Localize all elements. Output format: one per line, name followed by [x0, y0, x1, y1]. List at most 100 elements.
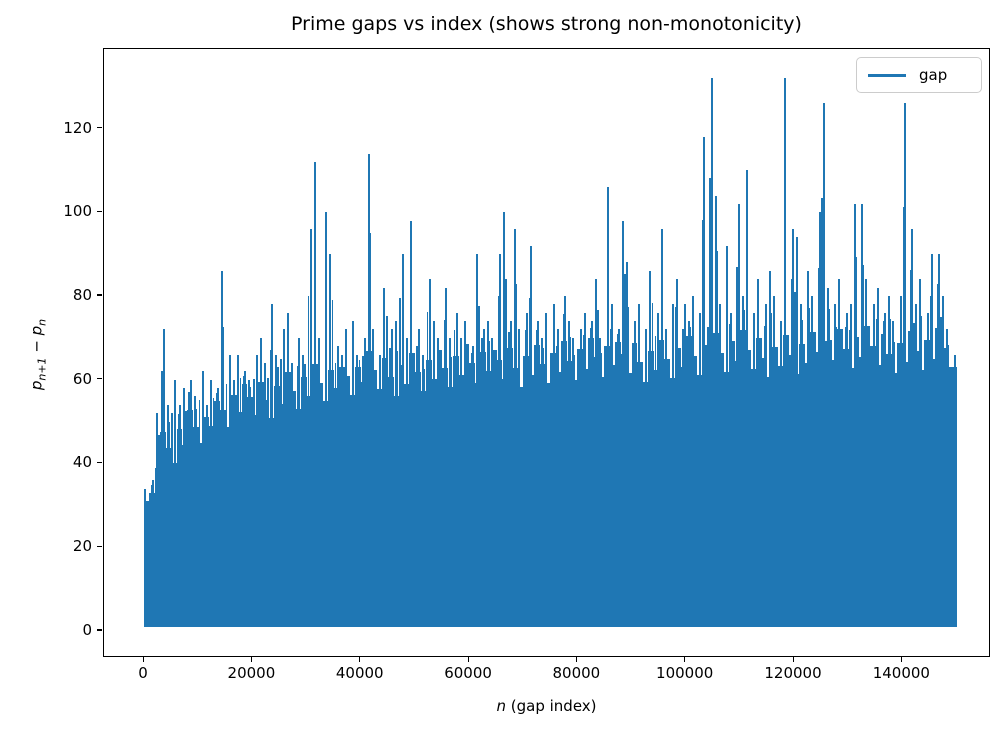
chart-title: Prime gaps vs index (shows strong non-mo…: [291, 13, 802, 35]
gap-bar: [297, 366, 299, 627]
gap-bar: [746, 242, 749, 627]
gap-bar: [453, 329, 456, 627]
gap-bar: [396, 351, 398, 627]
gap-bar: [209, 426, 215, 627]
gap-bar: [182, 388, 185, 627]
gap-bar: [591, 321, 594, 627]
y-tick-label: 100: [63, 202, 92, 221]
gap-bar: [487, 321, 490, 627]
gap-bar: [828, 308, 830, 627]
gap-bar: [876, 287, 879, 627]
gap-bar: [743, 309, 745, 627]
y-tick-label: 120: [63, 118, 92, 137]
gap-bar: [947, 344, 949, 627]
gap-bar: [664, 341, 667, 627]
gap-bar: [263, 400, 270, 627]
gap-bar: [552, 323, 555, 627]
gap-bar: [737, 203, 740, 627]
gap-bar: [525, 330, 528, 627]
gap-bar: [201, 371, 204, 627]
gap-bar: [714, 195, 717, 627]
x-tick-label: 40000: [335, 664, 384, 682]
gap-bar: [317, 355, 320, 627]
x-tick-mark: [142, 657, 144, 662]
gap-bar: [460, 352, 463, 627]
legend: gap: [856, 57, 982, 93]
gap-bar: [398, 364, 405, 627]
gap-bar: [564, 295, 567, 627]
y-tick-mark: [97, 127, 102, 129]
gap-bar: [429, 279, 432, 627]
gap-bar: [795, 237, 798, 627]
gap-bar: [568, 321, 571, 627]
gap-bar: [158, 434, 160, 627]
gap-bar: [421, 354, 424, 627]
gap-bar: [808, 307, 810, 627]
gap-bar: [845, 327, 847, 627]
gap-bar: [426, 311, 429, 627]
gap-bar: [470, 353, 473, 627]
gap-bar: [702, 219, 704, 627]
gap-bar: [502, 212, 505, 627]
gap-bar: [562, 314, 565, 627]
gap-bar: [946, 329, 949, 627]
gap-bar: [888, 295, 891, 627]
gap-bar: [821, 198, 823, 627]
gap-bar: [399, 298, 401, 627]
gap-bar: [849, 304, 852, 627]
gap-bar: [745, 349, 752, 627]
gap-bar: [920, 315, 922, 627]
gap-bar: [853, 203, 856, 627]
gap-bar: [416, 346, 419, 627]
gap-bar: [491, 342, 493, 627]
gap-bar: [188, 392, 191, 627]
gap-bar: [618, 329, 621, 627]
gap-bar: [178, 414, 180, 627]
gap-bar: [490, 350, 497, 627]
gap-bar: [915, 304, 918, 627]
x-label-rest: (gap index): [506, 697, 597, 715]
gap-bar: [555, 371, 562, 627]
gap-bar: [298, 337, 301, 627]
gap-bar: [660, 229, 663, 627]
gap-bar: [756, 302, 759, 627]
gap-bar: [181, 444, 188, 627]
gap-series: [104, 49, 989, 656]
gap-bar: [328, 369, 335, 627]
y-tick-mark: [97, 378, 102, 380]
y-tick-mark: [97, 210, 102, 212]
gap-bar: [637, 327, 640, 627]
gap-bar: [627, 306, 630, 627]
gap-bar: [358, 359, 361, 627]
gap-bar: [930, 296, 932, 627]
gap-bar: [389, 348, 391, 627]
x-tick-mark: [575, 657, 578, 662]
gap-bar: [236, 354, 239, 627]
gap-bar: [190, 379, 193, 627]
gap-bar: [569, 336, 572, 627]
gap-bar: [239, 377, 242, 627]
y-axis-label: pn+1 − pn: [28, 295, 49, 415]
gap-bar: [368, 232, 371, 627]
gap-bar: [651, 302, 654, 627]
gap-bar: [225, 427, 232, 627]
gap-bar: [244, 371, 247, 627]
gap-bar: [242, 376, 245, 627]
gap-bar: [331, 300, 334, 627]
gap-bar: [699, 337, 701, 627]
gap-bar: [167, 404, 170, 627]
y-tick-mark: [97, 461, 102, 464]
gap-bar: [649, 270, 652, 627]
y-tick-label: 40: [72, 453, 92, 472]
gap-bar: [266, 377, 269, 627]
x-tick-label: 60000: [444, 664, 492, 682]
gap-bar: [791, 229, 794, 627]
gap-bar: [848, 329, 851, 627]
gap-bar: [942, 295, 945, 627]
gap-bar: [718, 352, 724, 627]
gap-bar: [144, 501, 150, 627]
gap-bar: [837, 329, 844, 627]
gap-bar: [228, 354, 231, 627]
gap-bar: [661, 273, 664, 627]
gap-bar: [889, 319, 892, 627]
